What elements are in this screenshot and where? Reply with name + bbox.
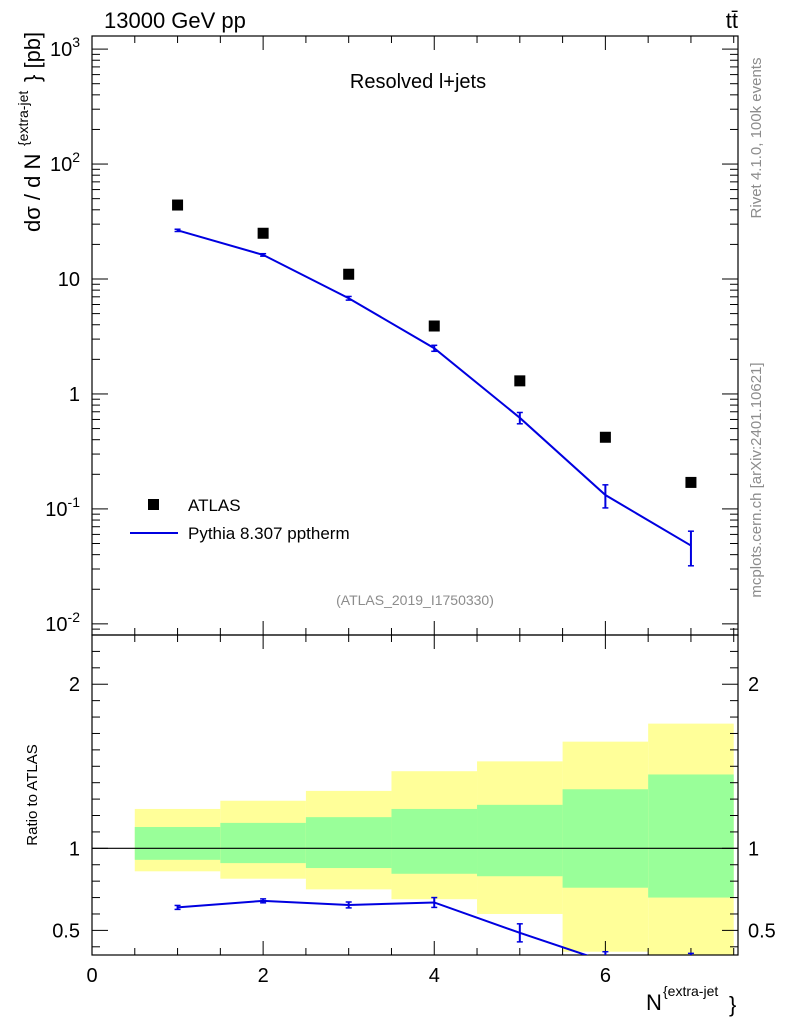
x-axis-label: N {extra-jet } bbox=[646, 983, 736, 1017]
x-tick-label: 6 bbox=[600, 965, 611, 987]
atlas-data-point bbox=[257, 227, 269, 239]
pythia-line bbox=[177, 229, 692, 547]
main-y-tick-label: 1 bbox=[69, 384, 80, 406]
ratio-plot-border bbox=[91, 634, 739, 956]
main-y-tick-label: 10 bbox=[58, 269, 80, 291]
main-plot-border bbox=[91, 35, 739, 636]
legend-pythia-label: Pythia 8.307 pptherm bbox=[188, 524, 350, 543]
atlas-data-point bbox=[514, 375, 526, 387]
pythia-error-bar bbox=[602, 484, 609, 509]
atlas-data-point bbox=[685, 476, 697, 488]
atlas-data-point bbox=[428, 320, 440, 332]
pythia-error-bar bbox=[345, 295, 352, 301]
ratio-error-bar bbox=[260, 898, 267, 904]
ratio-y-tick-label-right: 1 bbox=[748, 838, 759, 860]
ratio-bands bbox=[134, 723, 734, 955]
analysis-tag: (ATLAS_2019_I1750330) bbox=[336, 592, 494, 608]
ratio-error-bar bbox=[602, 950, 609, 955]
main-y-axis-label: dσ / d N {extra-jet } [pb] bbox=[15, 32, 45, 232]
main-panel-frame: 10-2 10-1 1 10 102 103 bbox=[45, 34, 739, 636]
legend-atlas-marker bbox=[148, 499, 159, 510]
atlas-data-point bbox=[343, 268, 355, 280]
process-label: tt̄ bbox=[726, 8, 738, 33]
svg-text:} [pb]: } [pb] bbox=[20, 32, 45, 82]
ratio-error-bar bbox=[516, 923, 523, 943]
svg-text:{extra-jet: {extra-jet bbox=[663, 983, 718, 999]
stat-uncertainty-band bbox=[305, 817, 392, 869]
ratio-error-bar bbox=[345, 901, 352, 909]
legend-atlas-label: ATLAS bbox=[188, 496, 241, 515]
ratio-y-tick-label-right: 2 bbox=[748, 674, 759, 696]
main-y-tick-label: 10-1 bbox=[45, 494, 80, 521]
main-y-tick-label: 103 bbox=[50, 34, 80, 61]
main-y-tick-label: 102 bbox=[50, 149, 80, 176]
ratio-series-clipped bbox=[174, 896, 694, 955]
svg-text:N: N bbox=[646, 990, 662, 1015]
energy-label: 13000 GeV pp bbox=[104, 8, 246, 33]
stat-uncertainty-band bbox=[391, 808, 478, 874]
ratio-error-bar bbox=[431, 896, 438, 909]
ratio-error-bar bbox=[687, 952, 694, 955]
stat-uncertainty-band bbox=[220, 822, 306, 864]
main-series bbox=[172, 199, 697, 567]
stat-uncertainty-band bbox=[134, 827, 221, 860]
pythia-error-bar bbox=[174, 228, 181, 233]
svg-text:}: } bbox=[729, 992, 736, 1017]
chart-title: Resolved l+jets bbox=[350, 71, 486, 93]
ratio-series bbox=[174, 896, 694, 955]
x-tick-label: 4 bbox=[429, 965, 440, 987]
ratio-y-tick-label-left: 2 bbox=[69, 674, 80, 696]
ratio-error-bar bbox=[174, 904, 181, 911]
legend: ATLAS Pythia 8.307 pptherm bbox=[130, 496, 350, 543]
svg-text:dσ / d N: dσ / d N bbox=[20, 154, 45, 232]
stat-uncertainty-band bbox=[648, 774, 734, 898]
x-tick-label: 2 bbox=[258, 965, 269, 987]
rivet-label: Rivet 4.1.0, 100k events bbox=[748, 58, 765, 219]
main-y-tick-label: 10-2 bbox=[45, 609, 80, 636]
x-tick-label: 0 bbox=[86, 965, 97, 987]
stat-uncertainty-band bbox=[477, 804, 563, 877]
ratio-y-tick-label-left: 1 bbox=[69, 838, 80, 860]
pythia-error-bar bbox=[516, 411, 523, 425]
ratio-y-axis-label: Ratio to ATLAS bbox=[24, 744, 41, 845]
atlas-data-point bbox=[172, 199, 184, 211]
svg-text:{extra-jet: {extra-jet bbox=[15, 91, 31, 146]
mcplots-label: mcplots.cern.ch [arXiv:2401.10621] bbox=[748, 362, 765, 597]
ratio-y-tick-label-right: 0.5 bbox=[748, 920, 776, 942]
stat-uncertainty-band bbox=[562, 789, 649, 888]
pythia-error-bar bbox=[431, 344, 438, 353]
pythia-error-bar bbox=[260, 252, 267, 257]
pythia-error-bar bbox=[687, 530, 694, 567]
atlas-data-point bbox=[599, 431, 611, 443]
ratio-y-tick-label-left: 0.5 bbox=[52, 920, 80, 942]
ratio-panel-frame: 0 2 4 6 0.5 0.5 1 1 2 2 bbox=[52, 634, 776, 987]
